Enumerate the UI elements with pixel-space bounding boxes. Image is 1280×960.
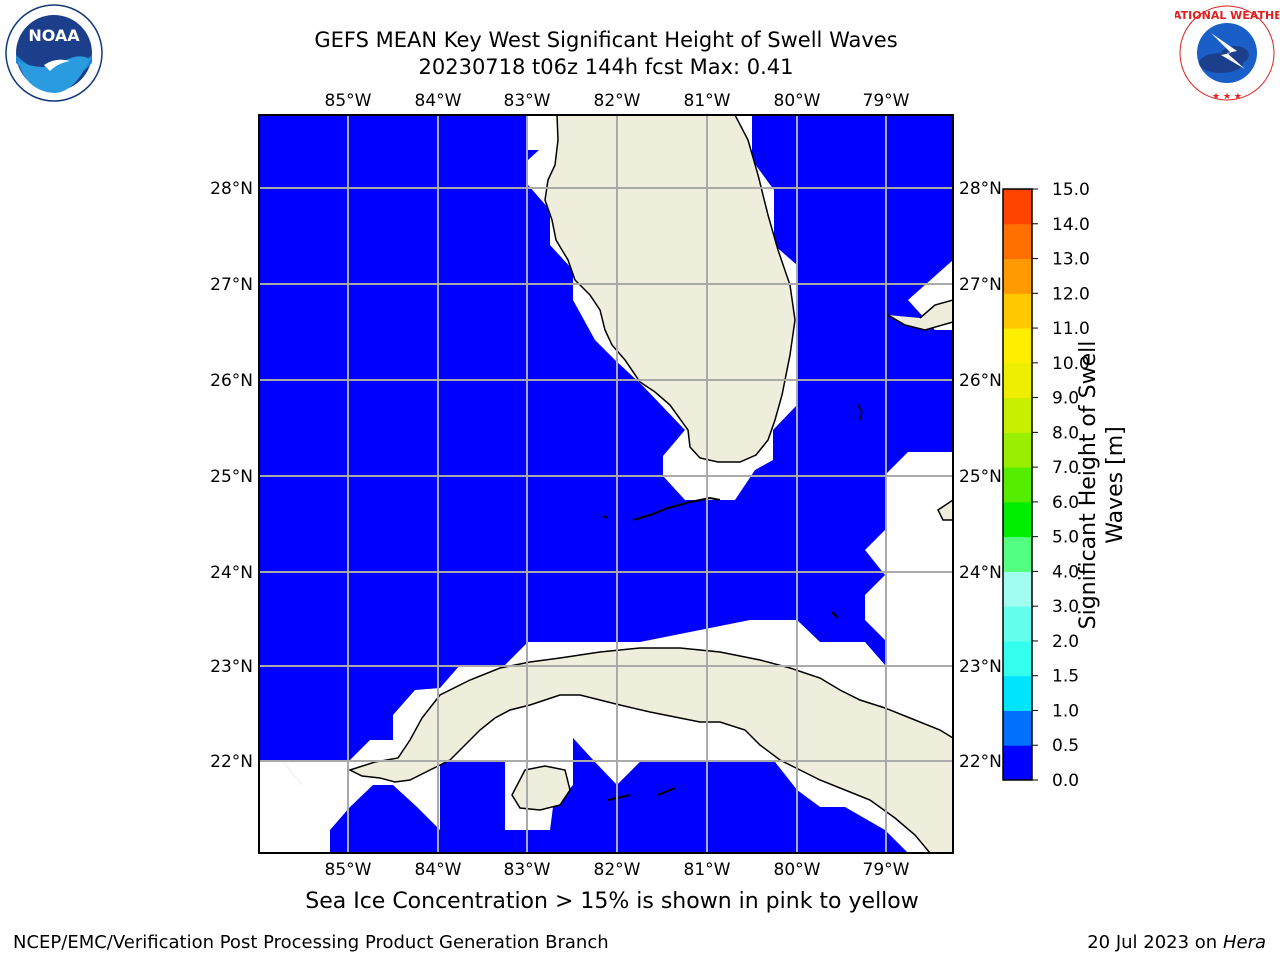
colorbar-tick-label: 0.0 [1052, 771, 1079, 791]
colorbar-bin [1003, 258, 1032, 294]
colorbar-bin [1003, 189, 1032, 225]
lon-label: 83°W [504, 860, 551, 880]
map-frame [258, 114, 954, 854]
lon-label: 82°W [594, 91, 641, 111]
gridlines [259, 115, 953, 853]
map-area [259, 115, 953, 853]
lat-label: 27°N [210, 275, 253, 295]
lat-label: 24°N [959, 563, 1002, 583]
colorbar-tick-label: 2.0 [1052, 632, 1079, 652]
colorbar-bin [1003, 571, 1032, 607]
colorbar-tick-label: 3.0 [1052, 597, 1079, 617]
lat-label: 24°N [210, 563, 253, 583]
svg-text:★ ★ ★: ★ ★ ★ [1212, 92, 1242, 102]
colorbar-tick-label: 5.0 [1052, 528, 1079, 548]
lat-label: 23°N [959, 657, 1002, 677]
bahamas-grand-bahama [887, 299, 953, 331]
florida-keys [632, 496, 721, 521]
colorbar-bin [1003, 606, 1032, 642]
lat-label: 28°N [959, 179, 1002, 199]
svg-text:NOAA: NOAA [28, 26, 80, 45]
colorbar-tick-label: 4.0 [1052, 562, 1079, 582]
cuba-landmass [348, 647, 953, 853]
lat-label: 28°N [210, 179, 253, 199]
colorbar-label: Significant Height of Swell Waves [m] [1076, 340, 1128, 630]
colorbar-bin [1003, 745, 1032, 781]
colorbar-tick-label: 11.0 [1052, 319, 1090, 339]
colorbar-bin [1003, 536, 1032, 572]
lon-labels-bottom: 85°W 84°W 83°W 82°W 81°W 80°W 79°W [325, 860, 910, 880]
lon-label: 84°W [415, 91, 462, 111]
lon-label: 85°W [325, 91, 372, 111]
lon-label: 81°W [684, 91, 731, 111]
lon-label: 83°W [504, 91, 551, 111]
colorbar-tick-label: 1.5 [1052, 667, 1079, 687]
colorbar-tick-label: 8.0 [1052, 423, 1079, 443]
colorbar: 0.0 0.5 1.0 1.5 2.0 3.0 4.0 5.0 6.0 7.0 8.0 9.0 10.0… [1002, 180, 1090, 791]
colorbar-bin [1003, 710, 1032, 746]
lat-label: 22°N [210, 752, 253, 772]
colorbar-bin [1003, 362, 1032, 399]
lat-label: 26°N [210, 371, 253, 391]
colorbar-tick-label: 14.0 [1052, 215, 1090, 235]
chart-title-line2: 20230718 t06z 144h fcst Max: 0.41 [418, 55, 794, 79]
florida-landmass [544, 115, 796, 463]
colorbar-bin [1003, 501, 1032, 538]
colorbar-tick-label: 6.0 [1052, 493, 1079, 513]
lon-label: 80°W [774, 860, 821, 880]
colorbar-tick-label: 15.0 [1052, 180, 1090, 200]
colorbar-tick-label: 10.0 [1052, 354, 1090, 374]
colorbar-bin [1003, 675, 1032, 711]
lat-label: 22°N [959, 752, 1002, 772]
colorbar-bin [1003, 328, 1032, 364]
chart-title-line1: GEFS MEAN Key West Significant Height of… [314, 28, 898, 52]
lon-label: 79°W [863, 860, 910, 880]
colorbar-tick-label: 7.0 [1052, 458, 1079, 478]
lat-label: 25°N [959, 467, 1002, 487]
footer-date-text: 20 Jul 2023 on [1087, 932, 1223, 953]
lat-labels-right: 28°N 27°N 26°N 25°N 24°N 23°N 22°N [959, 179, 1002, 772]
lon-label: 79°W [863, 91, 910, 111]
footer-host: Hera [1222, 932, 1266, 953]
colorbar-bin [1003, 293, 1032, 329]
lon-label: 84°W [415, 860, 462, 880]
sea-ice-note: Sea Ice Concentration > 15% is shown in … [305, 889, 919, 914]
colorbar-tick-label: 12.0 [1052, 284, 1090, 304]
colorbar-bin [1003, 467, 1032, 503]
colorbar-bin [1003, 432, 1032, 468]
lon-label: 85°W [325, 860, 372, 880]
footer-credit: NCEP/EMC/Verification Post Processing Pr… [13, 932, 609, 953]
lon-labels-top: 85°W 84°W 83°W 82°W 81°W 80°W 79°W [325, 91, 910, 111]
lon-label: 82°W [594, 860, 641, 880]
lon-label: 81°W [684, 860, 731, 880]
colorbar-frame [1002, 188, 1033, 781]
svg-text:NATIONAL WEATHER: NATIONAL WEATHER [1175, 9, 1279, 22]
noaa-logo: NOAA [5, 4, 103, 102]
colorbar-tick-label: 13.0 [1052, 250, 1090, 270]
lat-label: 23°N [210, 657, 253, 677]
nws-logo: NATIONAL WEATHER ★ ★ ★ [1175, 5, 1279, 102]
colorbar-tick-label: 9.0 [1052, 389, 1079, 409]
lat-label: 26°N [959, 371, 1002, 391]
colorbar-bin [1003, 640, 1032, 677]
lat-label: 27°N [959, 275, 1002, 295]
colorbar-tick-label: 0.5 [1052, 736, 1079, 756]
footer-date: 20 Jul 2023 on Hera [1087, 932, 1266, 953]
lat-label: 25°N [210, 467, 253, 487]
colorbar-bin [1003, 223, 1032, 260]
lon-label: 80°W [774, 91, 821, 111]
lat-labels-left: 28°N 27°N 26°N 25°N 24°N 23°N 22°N [210, 179, 253, 772]
colorbar-bin [1003, 397, 1032, 433]
colorbar-tick-label: 1.0 [1052, 701, 1079, 721]
